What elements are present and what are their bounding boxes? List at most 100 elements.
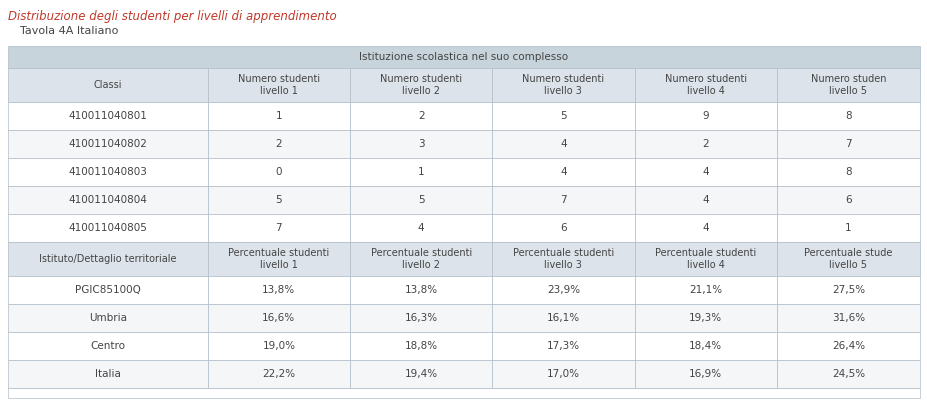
- Text: 410011040805: 410011040805: [69, 223, 147, 233]
- Text: Italia: Italia: [95, 369, 121, 379]
- Bar: [8, 214, 208, 242]
- Bar: [8, 158, 208, 186]
- Text: 27,5%: 27,5%: [831, 285, 864, 295]
- Bar: [8, 46, 919, 68]
- Bar: [208, 332, 349, 360]
- Bar: [8, 102, 208, 130]
- Text: 16,9%: 16,9%: [689, 369, 721, 379]
- Text: Percentuale studenti
livello 1: Percentuale studenti livello 1: [228, 248, 329, 270]
- Text: 3: 3: [417, 139, 424, 149]
- Bar: [634, 68, 776, 102]
- Bar: [634, 214, 776, 242]
- Bar: [349, 276, 491, 304]
- Text: 4: 4: [560, 139, 566, 149]
- Bar: [491, 214, 634, 242]
- Bar: [776, 214, 919, 242]
- Text: 6: 6: [560, 223, 566, 233]
- Text: Tavola 4A Italiano: Tavola 4A Italiano: [20, 26, 119, 36]
- Text: 7: 7: [844, 139, 851, 149]
- Bar: [634, 102, 776, 130]
- Bar: [491, 276, 634, 304]
- Text: 23,9%: 23,9%: [546, 285, 579, 295]
- Bar: [8, 68, 208, 102]
- Text: 410011040801: 410011040801: [69, 111, 147, 121]
- Text: 26,4%: 26,4%: [831, 341, 864, 351]
- Text: Numero studenti
livello 1: Numero studenti livello 1: [237, 74, 320, 96]
- Bar: [8, 332, 208, 360]
- Text: 8: 8: [844, 111, 851, 121]
- Text: 7: 7: [560, 195, 566, 205]
- Bar: [491, 304, 634, 332]
- Bar: [349, 130, 491, 158]
- Text: Numero studenti
livello 3: Numero studenti livello 3: [522, 74, 603, 96]
- Bar: [634, 304, 776, 332]
- Text: 0: 0: [275, 167, 282, 177]
- Text: 31,6%: 31,6%: [831, 313, 864, 323]
- Bar: [8, 388, 919, 398]
- Text: PGIC85100Q: PGIC85100Q: [75, 285, 141, 295]
- Text: 4: 4: [702, 195, 708, 205]
- Bar: [634, 186, 776, 214]
- Bar: [491, 360, 634, 388]
- Text: 19,4%: 19,4%: [404, 369, 438, 379]
- Bar: [349, 304, 491, 332]
- Text: 13,8%: 13,8%: [404, 285, 438, 295]
- Bar: [776, 360, 919, 388]
- Bar: [349, 102, 491, 130]
- Text: 4: 4: [702, 223, 708, 233]
- Text: 410011040803: 410011040803: [69, 167, 147, 177]
- Text: Numero studenti
livello 2: Numero studenti livello 2: [380, 74, 462, 96]
- Bar: [776, 68, 919, 102]
- Bar: [491, 68, 634, 102]
- Text: 5: 5: [275, 195, 282, 205]
- Text: Numero studenti
livello 4: Numero studenti livello 4: [664, 74, 746, 96]
- Bar: [776, 158, 919, 186]
- Text: 4: 4: [702, 167, 708, 177]
- Text: 18,4%: 18,4%: [689, 341, 721, 351]
- Bar: [8, 360, 208, 388]
- Text: 16,3%: 16,3%: [404, 313, 438, 323]
- Text: 9: 9: [702, 111, 708, 121]
- Bar: [349, 332, 491, 360]
- Text: Centro: Centro: [90, 341, 125, 351]
- Bar: [491, 158, 634, 186]
- Bar: [634, 130, 776, 158]
- Bar: [491, 130, 634, 158]
- Bar: [349, 242, 491, 276]
- Bar: [349, 360, 491, 388]
- Text: 2: 2: [702, 139, 708, 149]
- Bar: [776, 332, 919, 360]
- Text: 18,8%: 18,8%: [404, 341, 438, 351]
- Text: Percentuale studenti
livello 2: Percentuale studenti livello 2: [370, 248, 471, 270]
- Bar: [776, 130, 919, 158]
- Text: 410011040802: 410011040802: [69, 139, 147, 149]
- Bar: [208, 360, 349, 388]
- Text: 8: 8: [844, 167, 851, 177]
- Text: Distribuzione degli studenti per livelli di apprendimento: Distribuzione degli studenti per livelli…: [8, 10, 337, 23]
- Text: 5: 5: [417, 195, 424, 205]
- Text: Istituto/Dettaglio territoriale: Istituto/Dettaglio territoriale: [39, 254, 176, 264]
- Text: Percentuale studenti
livello 4: Percentuale studenti livello 4: [654, 248, 756, 270]
- Bar: [208, 214, 349, 242]
- Bar: [634, 332, 776, 360]
- Text: Percentuale stude
livello 5: Percentuale stude livello 5: [804, 248, 892, 270]
- Bar: [208, 130, 349, 158]
- Bar: [634, 242, 776, 276]
- Bar: [634, 276, 776, 304]
- Bar: [491, 186, 634, 214]
- Bar: [491, 102, 634, 130]
- Text: 22,2%: 22,2%: [262, 369, 295, 379]
- Text: 21,1%: 21,1%: [689, 285, 721, 295]
- Bar: [776, 242, 919, 276]
- Bar: [8, 130, 208, 158]
- Bar: [349, 186, 491, 214]
- Text: 1: 1: [844, 223, 851, 233]
- Text: 17,0%: 17,0%: [546, 369, 579, 379]
- Text: 5: 5: [560, 111, 566, 121]
- Bar: [8, 186, 208, 214]
- Text: 1: 1: [275, 111, 282, 121]
- Bar: [634, 158, 776, 186]
- Bar: [208, 68, 349, 102]
- Bar: [491, 242, 634, 276]
- Bar: [208, 242, 349, 276]
